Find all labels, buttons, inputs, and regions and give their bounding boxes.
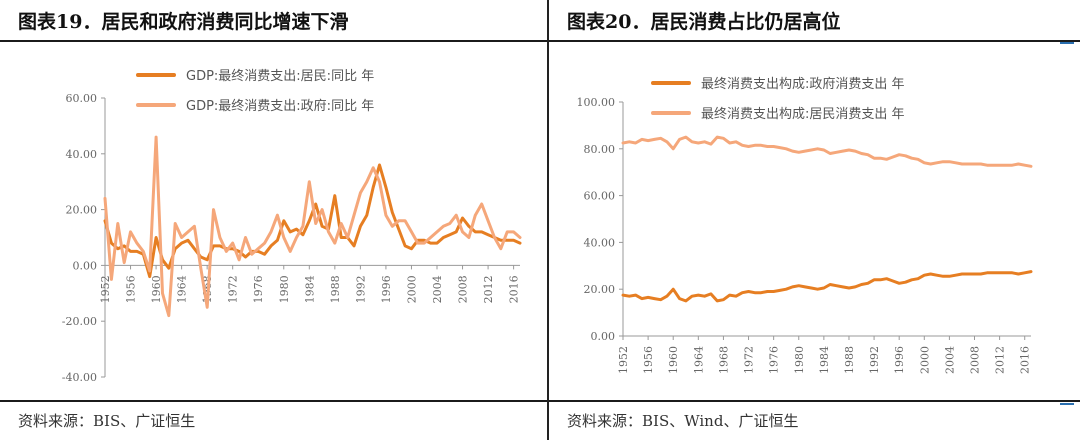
legend-label-1: GDP:最终消费支出:居民:同比 年: [186, 68, 374, 84]
x-tick-label: 2004: [943, 346, 956, 374]
x-tick-label: 2016: [508, 275, 521, 303]
y-tick-label: -40.00: [62, 371, 97, 384]
accent-mark: [1060, 42, 1074, 44]
x-tick-label: 1960: [667, 346, 680, 374]
x-tick-label: 1964: [176, 275, 189, 303]
y-tick-label: -20.00: [62, 315, 97, 328]
accent-mark: [1060, 403, 1074, 405]
series-line-2: [621, 135, 1033, 168]
x-tick-label: 1956: [125, 275, 138, 303]
x-tick-label: 1976: [768, 346, 781, 374]
y-tick-label: 0.00: [591, 330, 616, 343]
legend-label-1: 最终消费支出构成:政府消费支出 年: [701, 76, 905, 92]
legend-label-2: 最终消费支出构成:居民消费支出 年: [701, 106, 905, 122]
y-tick-label: 20.00: [584, 283, 616, 296]
x-tick-label: 2016: [1019, 346, 1032, 374]
y-tick-label: 100.00: [577, 96, 616, 109]
x-tick-label: 1980: [793, 346, 806, 374]
title-bar: 图表20．居民消费占比仍居高位: [549, 0, 1080, 42]
legend-label-2: GDP:最终消费支出:政府:同比 年: [186, 98, 374, 114]
chart-panel-right: 图表20．居民消费占比仍居高位 100.00 80.00 60.00 40.00 20.…: [549, 0, 1080, 440]
x-tick-label: 2008: [457, 275, 470, 303]
title-bar: 图表19．居民和政府消费同比增速下滑: [0, 0, 547, 42]
x-tick-label: 2012: [482, 275, 495, 303]
x-tick-label: 2008: [969, 346, 982, 374]
x-tick-label: 1976: [252, 275, 265, 303]
x-tick-label: 1956: [642, 346, 655, 374]
x-tick-label: 2000: [405, 275, 418, 303]
x-tick-label: 1952: [617, 346, 630, 374]
x-tick-label: 1996: [380, 275, 393, 303]
source-note: 资料来源：BIS、广证恒生: [18, 412, 196, 430]
y-tick-label: 60.00: [66, 92, 98, 105]
x-tick-label: 1992: [868, 346, 881, 374]
series-line-2: [103, 135, 522, 318]
x-tick-label: 1972: [743, 346, 756, 374]
x-tick-label: 1984: [818, 346, 831, 374]
y-tick-label: 0.00: [73, 259, 98, 272]
x-tick-label: 1992: [354, 275, 367, 303]
x-tick-label: 1988: [843, 346, 856, 374]
source-bar: 资料来源：BIS、广证恒生: [0, 400, 547, 442]
chart-title: 图表19．居民和政府消费同比增速下滑: [18, 11, 349, 33]
y-tick-label: 60.00: [584, 190, 616, 203]
y-tick-label: 20.00: [66, 204, 98, 217]
x-tick-label: 2012: [994, 346, 1007, 374]
x-tick-label: 2000: [918, 346, 931, 374]
source-note: 资料来源：BIS、Wind、广证恒生: [567, 412, 799, 430]
source-bar: 资料来源：BIS、Wind、广证恒生: [549, 400, 1080, 442]
x-tick-label: 1980: [278, 275, 291, 303]
y-tick-label: 40.00: [584, 236, 616, 249]
chart-left-plot: 60.00 40.00 20.00 0.00 -20.00 -40.00 1952 1956 1…: [62, 68, 522, 384]
x-tick-label: 1964: [692, 346, 705, 374]
x-tick-label: 1968: [717, 346, 730, 374]
y-tick-label: 40.00: [66, 148, 98, 161]
x-tick-label: 1996: [893, 346, 906, 374]
x-tick-label: 1988: [329, 275, 342, 303]
x-tick-label: 1960: [150, 275, 163, 303]
chart-title: 图表20．居民消费占比仍居高位: [567, 11, 841, 33]
x-tick-label: 1952: [99, 275, 112, 303]
chart-panel-left: 图表19．居民和政府消费同比增速下滑 60.00 40.00 20.00 0.00 -2…: [0, 0, 547, 442]
x-tick-label: 2004: [431, 275, 444, 303]
series-line-1: [621, 270, 1033, 303]
panel-divider: [547, 0, 549, 440]
x-tick-label: 1972: [227, 275, 240, 303]
y-tick-label: 80.00: [584, 143, 616, 156]
x-tick-label: 1984: [303, 275, 316, 303]
